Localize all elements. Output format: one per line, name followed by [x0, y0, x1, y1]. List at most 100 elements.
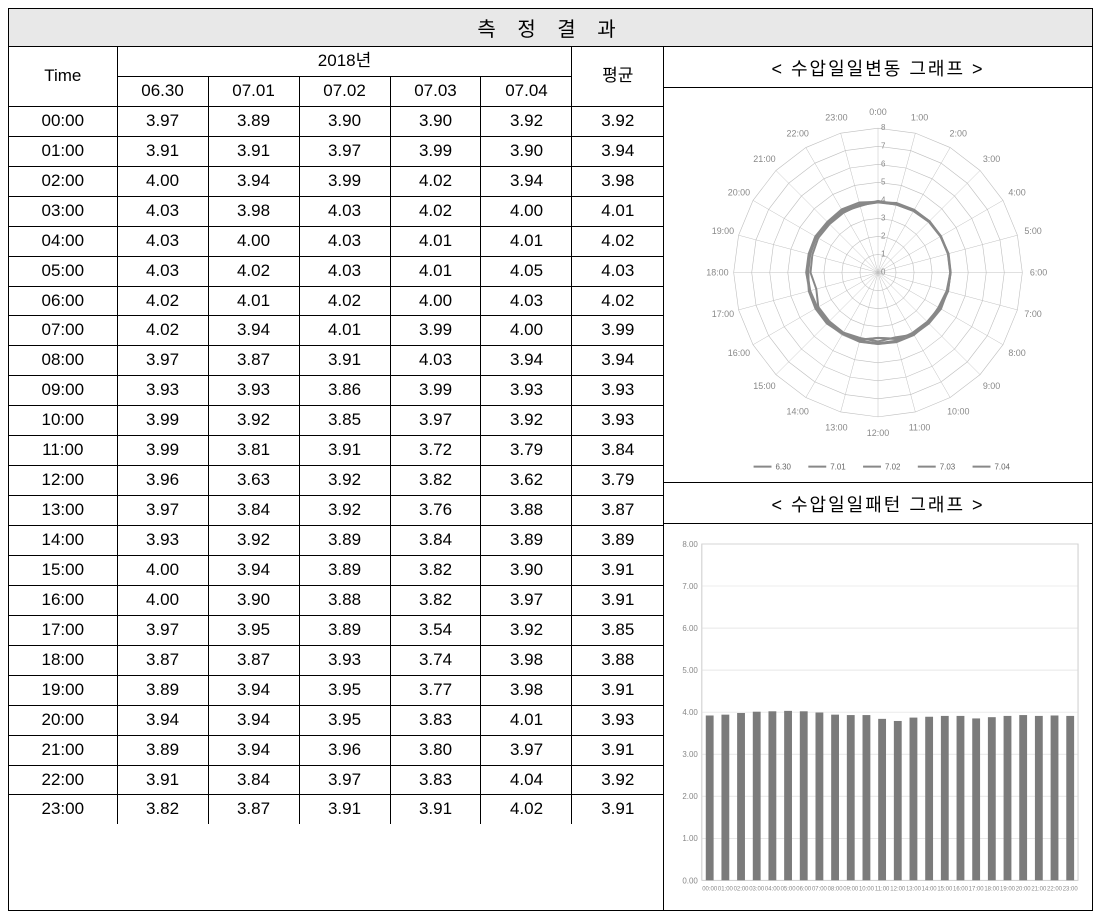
svg-text:11:00: 11:00: [875, 886, 890, 892]
cell-value: 3.54: [390, 615, 481, 645]
cell-value: 3.94: [481, 166, 572, 196]
cell-value: 3.90: [390, 106, 481, 136]
table-row: 06:004.024.014.024.004.034.02: [9, 286, 663, 316]
cell-value: 3.81: [208, 436, 299, 466]
svg-text:10:00: 10:00: [947, 407, 969, 417]
svg-text:12:00: 12:00: [867, 428, 889, 438]
cell-value: 3.99: [117, 406, 208, 436]
cell-value: 3.92: [299, 466, 390, 496]
cell-value: 3.96: [117, 466, 208, 496]
cell-hour: 18:00: [9, 645, 117, 675]
cell-hour: 00:00: [9, 106, 117, 136]
table-row: 23:003.823.873.913.914.023.91: [9, 795, 663, 824]
svg-text:10:00: 10:00: [859, 886, 875, 892]
cell-value: 3.80: [390, 735, 481, 765]
cell-hour: 17:00: [9, 615, 117, 645]
cell-value: 3.93: [117, 526, 208, 556]
cell-avg: 3.91: [572, 735, 663, 765]
svg-text:18:00: 18:00: [706, 268, 728, 278]
cell-hour: 01:00: [9, 136, 117, 166]
svg-text:15:00: 15:00: [937, 886, 953, 892]
svg-text:2:00: 2:00: [950, 128, 967, 138]
table-row: 13:003.973.843.923.763.883.87: [9, 496, 663, 526]
report-title: 측 정 결 과: [9, 9, 1092, 47]
cell-value: 4.03: [299, 256, 390, 286]
cell-hour: 20:00: [9, 705, 117, 735]
cell-hour: 15:00: [9, 555, 117, 585]
cell-value: 3.87: [208, 645, 299, 675]
svg-text:8: 8: [881, 123, 886, 132]
cell-value: 4.00: [117, 555, 208, 585]
cell-hour: 05:00: [9, 256, 117, 286]
table-row: 12:003.963.633.923.823.623.79: [9, 466, 663, 496]
cell-value: 3.90: [208, 585, 299, 615]
cell-value: 4.02: [117, 316, 208, 346]
svg-text:19:00: 19:00: [712, 226, 734, 236]
cell-hour: 07:00: [9, 316, 117, 346]
svg-text:2: 2: [881, 231, 886, 240]
cell-value: 3.90: [481, 136, 572, 166]
cell-avg: 3.87: [572, 496, 663, 526]
svg-text:16:00: 16:00: [953, 886, 969, 892]
svg-text:7.01: 7.01: [830, 463, 846, 472]
table-row: 09:003.933.933.863.993.933.93: [9, 376, 663, 406]
cell-value: 4.02: [390, 166, 481, 196]
cell-avg: 3.91: [572, 585, 663, 615]
cell-value: 3.97: [299, 136, 390, 166]
cell-value: 4.05: [481, 256, 572, 286]
cell-value: 4.04: [481, 765, 572, 795]
table-row: 21:003.893.943.963.803.973.91: [9, 735, 663, 765]
svg-text:14:00: 14:00: [922, 886, 938, 892]
cell-value: 3.87: [208, 795, 299, 824]
cell-hour: 19:00: [9, 675, 117, 705]
cell-value: 3.83: [390, 705, 481, 735]
svg-text:5.00: 5.00: [682, 666, 698, 675]
svg-text:15:00: 15:00: [753, 381, 775, 391]
cell-avg: 4.02: [572, 286, 663, 316]
cell-value: 3.83: [390, 765, 481, 795]
cell-value: 3.99: [390, 136, 481, 166]
cell-value: 3.91: [117, 136, 208, 166]
cell-value: 3.97: [481, 585, 572, 615]
svg-text:6:00: 6:00: [1030, 268, 1047, 278]
cell-avg: 3.93: [572, 705, 663, 735]
radar-chart: 0123456780:001:002:003:004:005:006:007:0…: [664, 88, 1092, 483]
svg-text:4:00: 4:00: [1008, 187, 1025, 197]
cell-value: 3.93: [208, 376, 299, 406]
cell-value: 4.03: [481, 286, 572, 316]
cell-value: 3.95: [299, 705, 390, 735]
cell-value: 3.97: [117, 346, 208, 376]
th-day: 07.02: [299, 76, 390, 106]
table-row: 14:003.933.923.893.843.893.89: [9, 526, 663, 556]
svg-text:21:00: 21:00: [1031, 886, 1047, 892]
svg-text:6.00: 6.00: [682, 624, 698, 633]
cell-value: 3.89: [299, 526, 390, 556]
cell-hour: 09:00: [9, 376, 117, 406]
th-day: 07.01: [208, 76, 299, 106]
cell-avg: 3.85: [572, 615, 663, 645]
svg-text:1:00: 1:00: [911, 112, 928, 122]
chart-pane: < 수압일일변동 그래프 > 0123456780:001:002:003:00…: [664, 47, 1092, 910]
svg-text:00:00: 00:00: [702, 886, 718, 892]
svg-text:0: 0: [881, 268, 886, 277]
cell-value: 3.92: [208, 406, 299, 436]
cell-avg: 4.02: [572, 226, 663, 256]
svg-text:8:00: 8:00: [1008, 348, 1025, 358]
cell-value: 3.89: [481, 526, 572, 556]
svg-text:4.00: 4.00: [682, 708, 698, 717]
cell-value: 3.62: [481, 466, 572, 496]
cell-value: 3.74: [390, 645, 481, 675]
cell-value: 3.99: [299, 166, 390, 196]
cell-avg: 3.99: [572, 316, 663, 346]
cell-hour: 11:00: [9, 436, 117, 466]
table-body: 00:003.973.893.903.903.923.9201:003.913.…: [9, 106, 663, 824]
table-row: 19:003.893.943.953.773.983.91: [9, 675, 663, 705]
cell-avg: 3.92: [572, 765, 663, 795]
table-row: 15:004.003.943.893.823.903.91: [9, 555, 663, 585]
cell-value: 4.03: [390, 346, 481, 376]
cell-value: 3.97: [481, 735, 572, 765]
cell-value: 3.92: [299, 496, 390, 526]
cell-value: 4.01: [299, 316, 390, 346]
svg-text:2.00: 2.00: [682, 792, 698, 801]
cell-hour: 14:00: [9, 526, 117, 556]
